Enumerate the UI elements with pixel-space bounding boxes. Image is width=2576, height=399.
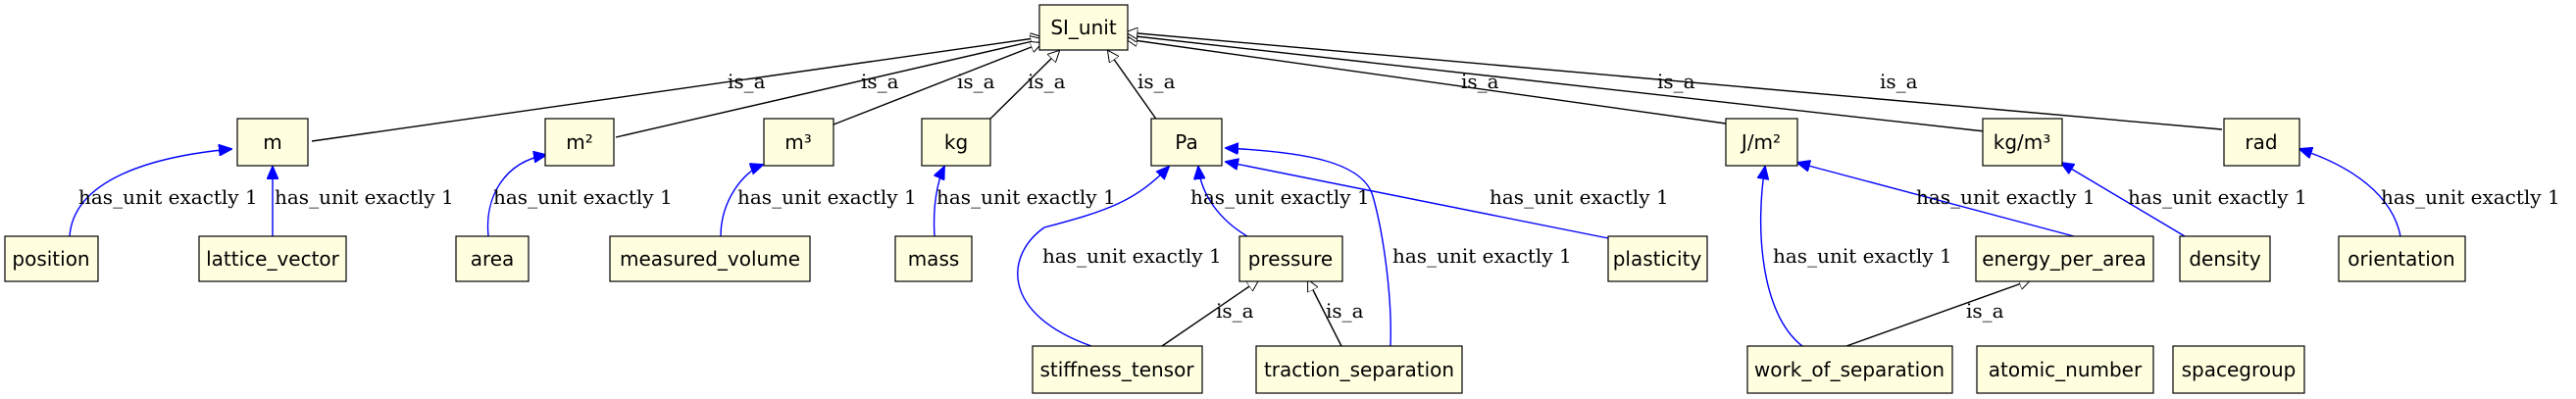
edge-m-is-a-si-unit: is_a: [311, 37, 1041, 142]
svg-text:area: area: [471, 247, 515, 271]
svg-text:Pa: Pa: [1175, 130, 1197, 154]
node-kgm3: kg/m³: [1982, 118, 2063, 167]
edge-energy-has-unit-jm2: has_unit exactly 1: [1797, 163, 2096, 237]
svg-text:position: position: [12, 247, 89, 271]
node-area: area: [455, 235, 530, 282]
node-jm2: J/m²: [1725, 118, 1798, 167]
svg-text:kg/m³: kg/m³: [1994, 130, 2051, 154]
edge-label: has_unit exactly 1: [1490, 185, 1669, 209]
edge-traction-has-unit-pa: has_unit exactly 1: [1226, 148, 1572, 347]
edge-label: is_a: [1880, 70, 1918, 93]
svg-text:plasticity: plasticity: [1613, 247, 1702, 271]
svg-text:m²: m²: [566, 130, 593, 154]
node-m: m: [236, 118, 309, 167]
edge-label: has_unit exactly 1: [1392, 244, 1572, 268]
svg-text:lattice_vector: lattice_vector: [206, 247, 340, 271]
edge-work-has-unit-jm2: has_unit exactly 1: [1761, 167, 1952, 347]
node-kg: kg: [921, 118, 991, 167]
svg-text:pressure: pressure: [1248, 247, 1333, 271]
svg-text:work_of_separation: work_of_separation: [1754, 358, 1945, 381]
edge-label: is_a: [1966, 299, 2004, 323]
edge-lattice-has-unit-m: has_unit exactly 1: [273, 167, 454, 236]
edge-position-has-unit-m: has_unit exactly 1: [69, 149, 258, 237]
edge-label: has_unit exactly 1: [1916, 185, 2096, 209]
svg-text:m: m: [263, 130, 281, 154]
edge-kg-is-a-si-unit: is_a: [984, 51, 1066, 125]
edge-m3-is-a-si-unit: is_a: [833, 43, 1041, 125]
edge-stiffness-has-unit-pa: has_unit exactly 1: [1017, 167, 1222, 347]
node-pressure: pressure: [1238, 235, 1343, 282]
edge-label: is_a: [1326, 299, 1364, 323]
edge-kgm3-is-a-si-unit: is_a: [1127, 35, 1986, 132]
edge-label: has_unit exactly 1: [936, 185, 1116, 209]
edge-label: has_unit exactly 1: [493, 185, 673, 209]
node-position: position: [4, 235, 99, 282]
edge-label: has_unit exactly 1: [1190, 185, 1370, 209]
edge-label: is_a: [1216, 299, 1254, 323]
node-spacegroup: spacegroup: [2172, 345, 2305, 394]
svg-text:energy_per_area: energy_per_area: [1982, 247, 2147, 271]
node-mass: mass: [894, 235, 973, 282]
edge-label: has_unit exactly 1: [1042, 244, 1222, 268]
svg-text:m³: m³: [784, 130, 812, 154]
node-rad: rad: [2223, 118, 2300, 167]
node-work-of-separation: work_of_separation: [1746, 345, 1953, 394]
edge-label: has_unit exactly 1: [78, 185, 258, 209]
edge-work-is-a-energy: is_a: [1845, 280, 2030, 347]
node-energy-per-area: energy_per_area: [1975, 235, 2154, 282]
edge-traction-is-a-pressure: is_a: [1308, 280, 1364, 347]
svg-text:density: density: [2189, 247, 2260, 271]
svg-text:kg: kg: [944, 130, 968, 154]
edge-plasticity-has-unit-pa: has_unit exactly 1: [1226, 162, 1669, 239]
node-density: density: [2179, 235, 2271, 282]
edge-label: is_a: [1137, 70, 1176, 93]
node-traction-separation: traction_separation: [1255, 345, 1463, 394]
svg-text:measured_volume: measured_volume: [620, 247, 800, 271]
edge-density-has-unit-kgm3: has_unit exactly 1: [2061, 163, 2307, 237]
edge-rad-is-a-si-unit: is_a: [1127, 32, 2223, 130]
svg-text:atomic_number: atomic_number: [1989, 358, 2143, 381]
node-orientation: orientation: [2338, 235, 2466, 282]
edge-label: has_unit exactly 1: [275, 185, 454, 209]
edge-stiffness-is-a-pressure: is_a: [1161, 280, 1258, 347]
edge-label: has_unit exactly 1: [737, 185, 917, 209]
svg-text:SI_unit: SI_unit: [1050, 16, 1117, 39]
edge-mass-has-unit-kg: has_unit exactly 1: [933, 167, 1116, 237]
svg-text:traction_separation: traction_separation: [1264, 358, 1454, 381]
node-measured-volume: measured_volume: [609, 235, 811, 282]
node-si-unit: SI_unit: [1038, 4, 1129, 51]
edge-pa-is-a-si-unit: is_a: [1108, 51, 1176, 125]
svg-text:rad: rad: [2245, 130, 2277, 154]
edge-m2-is-a-si-unit: is_a: [615, 39, 1041, 138]
edge-label: has_unit exactly 1: [2128, 185, 2307, 209]
edge-label: is_a: [728, 70, 766, 93]
edge-volume-has-unit-m3: has_unit exactly 1: [720, 165, 917, 237]
svg-text:orientation: orientation: [2348, 247, 2454, 271]
edge-label: has_unit exactly 1: [2381, 185, 2560, 209]
edge-label: is_a: [1028, 70, 1066, 93]
edge-orientation-has-unit-rad: has_unit exactly 1: [2299, 149, 2560, 237]
edge-label: is_a: [957, 70, 995, 93]
node-lattice-vector: lattice_vector: [198, 235, 347, 282]
svg-text:stiffness_tensor: stiffness_tensor: [1039, 358, 1194, 381]
edge-pressure-has-unit-pa: has_unit exactly 1: [1190, 167, 1370, 237]
node-stiffness-tensor: stiffness_tensor: [1032, 345, 1203, 394]
node-atomic-number: atomic_number: [1976, 345, 2154, 394]
edge-jm2-is-a-si-unit: is_a: [1127, 39, 1734, 125]
svg-text:spacegroup: spacegroup: [2182, 358, 2297, 381]
node-m2: m²: [544, 118, 615, 167]
node-m3: m³: [763, 118, 834, 167]
svg-text:J/m²: J/m²: [1740, 130, 1781, 154]
edge-label: has_unit exactly 1: [1773, 244, 1952, 268]
edge-label: is_a: [861, 70, 899, 93]
svg-text:mass: mass: [908, 247, 960, 271]
edge-area-has-unit-m2: has_unit exactly 1: [486, 155, 673, 237]
node-plasticity: plasticity: [1607, 235, 1708, 282]
node-pa: Pa: [1150, 118, 1223, 167]
